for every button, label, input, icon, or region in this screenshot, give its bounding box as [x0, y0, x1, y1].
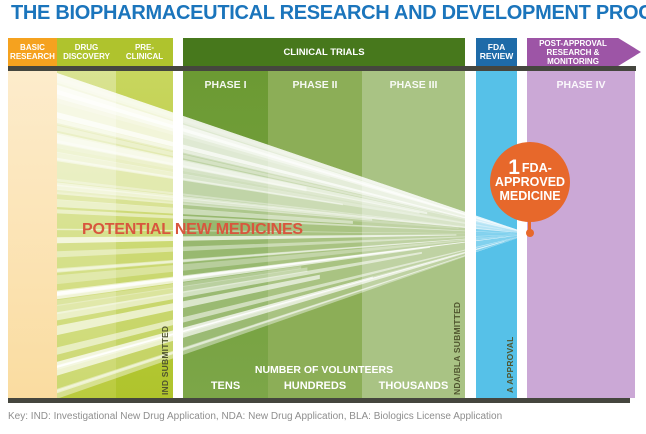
approved-line3: MEDICINE: [499, 189, 561, 203]
stage-discovery-line2: DISCOVERY: [63, 52, 110, 61]
footer-shadow-bar: [8, 398, 630, 403]
volunteers-tens: TENS: [210, 380, 241, 392]
header-shadow-bar: [8, 66, 636, 71]
stage-post-line2: RESEARCH &: [546, 47, 600, 57]
approved-line2: APPROVED: [494, 175, 566, 189]
badge-dot: [526, 229, 534, 237]
phase-3-label: PHASE III: [389, 79, 438, 91]
stage-clinical-trials: CLINICAL TRIALS: [183, 38, 465, 66]
phase-1-label: PHASE I: [204, 79, 247, 91]
approved-count: 1: [508, 156, 520, 179]
volunteers-hundreds: HUNDREDS: [283, 380, 347, 392]
column-basic-research: [8, 71, 57, 398]
approved-medicine-badge: 1 FDA- APPROVED MEDICINE: [490, 142, 570, 222]
stage-post-line1: POST-APPROVAL: [539, 38, 607, 48]
stage-preclinical-line1: PRE-: [134, 43, 155, 52]
stage-post-approval-arrow: POST-APPROVAL RESEARCH & MONITORING: [527, 38, 641, 66]
stage-discovery-line1: DRUG: [74, 43, 99, 52]
stage-basic-line2: RESEARCH: [10, 52, 55, 61]
column-fda-review: [476, 71, 517, 398]
stage-basic-line1: BASIC: [20, 43, 45, 52]
stage-basic-research: BASIC RESEARCH: [8, 38, 57, 66]
medicines-funnel-graphic: [57, 73, 530, 398]
column-phase-3: PHASE III: [362, 71, 465, 398]
phase-2-label: PHASE II: [292, 79, 338, 91]
approved-line1: 1 FDA-: [490, 157, 570, 178]
page-title: THE BIOPHARMACEUTICAL RESEARCH AND DEVEL…: [11, 2, 646, 24]
potential-new-medicines-label: POTENTIAL NEW MEDICINES: [82, 221, 303, 238]
stage-fda-line2: REVIEW: [479, 51, 514, 61]
volunteers-thousands: THOUSANDS: [378, 380, 449, 392]
milestone-fda-approval: A APPROVAL: [505, 336, 515, 393]
stage-post-line3: MONITORING: [547, 56, 599, 66]
stage-clinical-label: CLINICAL TRIALS: [283, 46, 365, 58]
approved-fda: FDA-: [521, 161, 552, 175]
stage-fda-review: FDA REVIEW: [476, 38, 517, 66]
stage-drug-discovery: DRUG DISCOVERY: [57, 38, 116, 66]
stage-preclinical-line2: CLINICAL: [125, 52, 164, 61]
stage-fda-line1: FDA: [487, 42, 506, 52]
key-note: Key: IND: Investigational New Drug Appli…: [8, 411, 503, 422]
column-phase-2: PHASE II: [268, 71, 362, 398]
column-phase-4: PHASE IV: [527, 71, 635, 398]
milestone-ind-submitted: IND SUBMITTED: [160, 325, 170, 395]
volunteers-header: NUMBER OF VOLUNTEERS: [254, 364, 394, 376]
badge-stem: [528, 221, 531, 230]
stage-pre-clinical: PRE- CLINICAL: [116, 38, 173, 66]
phase-4-label: PHASE IV: [556, 79, 606, 91]
